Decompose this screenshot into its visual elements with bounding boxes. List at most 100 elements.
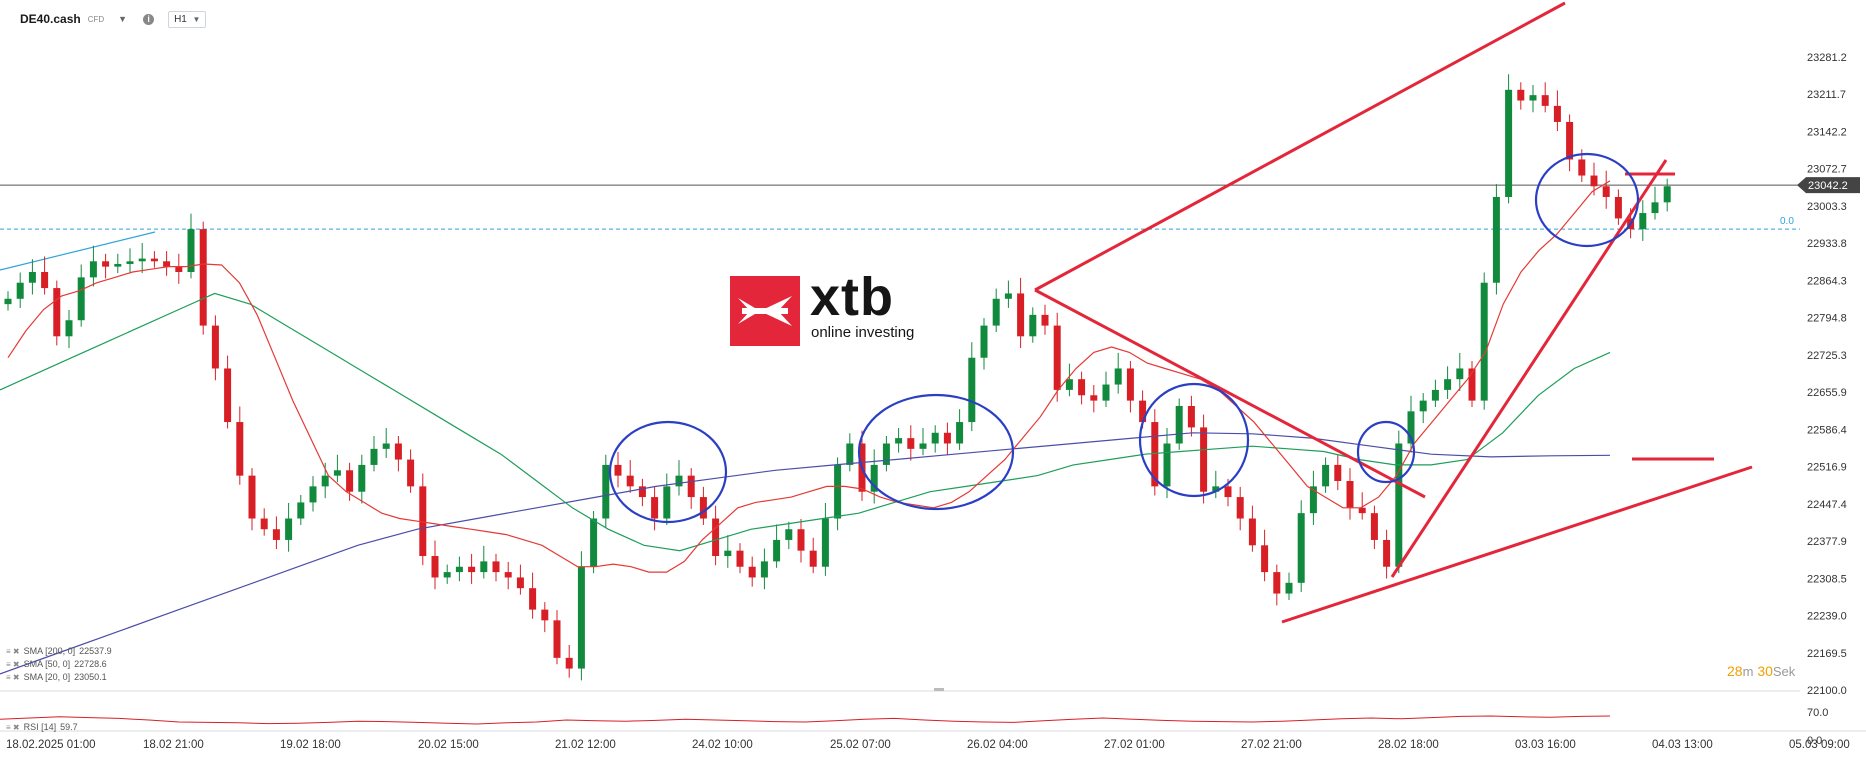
candle [712, 518, 720, 557]
logo-tagline: online investing [811, 324, 915, 341]
y-tick-label: 22794.8 [1807, 313, 1847, 325]
candle [809, 550, 817, 567]
candle [321, 475, 329, 487]
candle [382, 443, 390, 449]
candle [882, 443, 890, 465]
sma50-legend[interactable]: ≡ ✖ SMA [50, 0] 22728.6 [6, 659, 107, 669]
candle [651, 497, 659, 519]
x-tick-label: 21.02 12:00 [555, 739, 616, 751]
candle [1663, 186, 1671, 203]
candle [529, 588, 537, 610]
chevron-down-icon: ▼ [192, 14, 201, 24]
candle [309, 486, 317, 503]
list-icon: ≡ ✖ [6, 659, 20, 669]
y-tick-label: 22447.4 [1807, 499, 1847, 511]
y-tick-label: 22169.5 [1807, 648, 1847, 660]
symbol-name[interactable]: DE40.cash [20, 12, 81, 26]
sma200-legend[interactable]: ≡ ✖ SMA [200, 0] 22537.9 [6, 646, 112, 656]
candle [468, 566, 476, 573]
candle [760, 561, 768, 578]
candle [272, 529, 280, 540]
y-tick-label: 22100.0 [1807, 685, 1847, 697]
candle [1151, 422, 1159, 487]
x-tick-label: 05.03 09:00 [1789, 739, 1850, 751]
candle [41, 272, 49, 289]
last-price-badge [1797, 177, 1860, 194]
timeframe-select[interactable]: H1 ▼ [168, 10, 207, 28]
candle [1187, 405, 1195, 428]
indicator-label: SMA [20, 0] [23, 672, 71, 682]
y-tick-label: 22655.9 [1807, 387, 1847, 399]
candle [1553, 105, 1561, 122]
candle [1468, 368, 1476, 401]
candle [1492, 196, 1500, 283]
candle [248, 475, 256, 519]
highlight-ellipse [857, 393, 1015, 511]
candle [1322, 464, 1330, 487]
candle [1370, 513, 1378, 540]
indicator-value: 23050.1 [74, 672, 107, 682]
candle [455, 566, 463, 573]
candle [1505, 89, 1513, 197]
candle [1651, 202, 1659, 214]
x-tick-label: 24.02 10:00 [692, 739, 753, 751]
candle [1273, 572, 1281, 594]
list-icon: ≡ ✖ [6, 646, 20, 656]
candle [358, 464, 366, 492]
y-tick-label: 22725.3 [1807, 350, 1847, 362]
rsi-legend[interactable]: ≡ ✖ RSI [14] 59.7 [6, 722, 78, 732]
trend-line-red [1390, 159, 1668, 578]
price-axis [1806, 0, 1866, 730]
candle [834, 464, 842, 519]
candle [1102, 384, 1110, 401]
candle [919, 443, 927, 449]
candle [65, 320, 73, 337]
info-icon[interactable]: i [143, 13, 155, 25]
candle [1578, 159, 1586, 176]
candle [1297, 513, 1305, 583]
pane-resize-handle [934, 688, 944, 691]
candle [1163, 443, 1171, 487]
candle [553, 620, 561, 658]
candle [1212, 486, 1220, 492]
candle [1090, 395, 1098, 401]
candle [1004, 293, 1012, 299]
candle [346, 470, 354, 492]
candle [565, 657, 573, 669]
candle [1407, 411, 1415, 444]
candle [748, 566, 756, 578]
candle [516, 577, 524, 589]
candle [1541, 95, 1549, 106]
chevron-down-icon[interactable]: ▼ [118, 14, 128, 24]
y-tick-label: 23211.7 [1807, 89, 1846, 101]
candle [1480, 282, 1488, 401]
candle [699, 497, 707, 519]
candle [175, 266, 183, 273]
candle [956, 422, 964, 444]
candle [394, 443, 402, 460]
x-tick-label: 27.02 21:00 [1241, 739, 1302, 751]
rsi-line [0, 715, 1611, 725]
highlight-ellipse [608, 420, 728, 524]
candle [1029, 314, 1037, 337]
candle [1065, 379, 1073, 390]
candle [4, 298, 12, 305]
candle [102, 261, 110, 267]
x-tick-label: 04.03 13:00 [1652, 739, 1713, 751]
candle [1529, 95, 1537, 101]
candle [77, 277, 85, 321]
candle [895, 438, 903, 444]
trend-line-red [1281, 465, 1753, 624]
candle [663, 486, 671, 519]
symbol-tag: CFD [87, 14, 105, 24]
candle [785, 529, 793, 540]
candle [199, 229, 207, 326]
candle [577, 566, 585, 669]
sma20-legend[interactable]: ≡ ✖ SMA [20, 0] 23050.1 [6, 672, 107, 682]
candle [260, 518, 268, 530]
candle [1383, 539, 1391, 567]
candle [1566, 121, 1574, 160]
candle [1236, 497, 1244, 519]
last-price-label: 23042.2 [1808, 180, 1848, 192]
